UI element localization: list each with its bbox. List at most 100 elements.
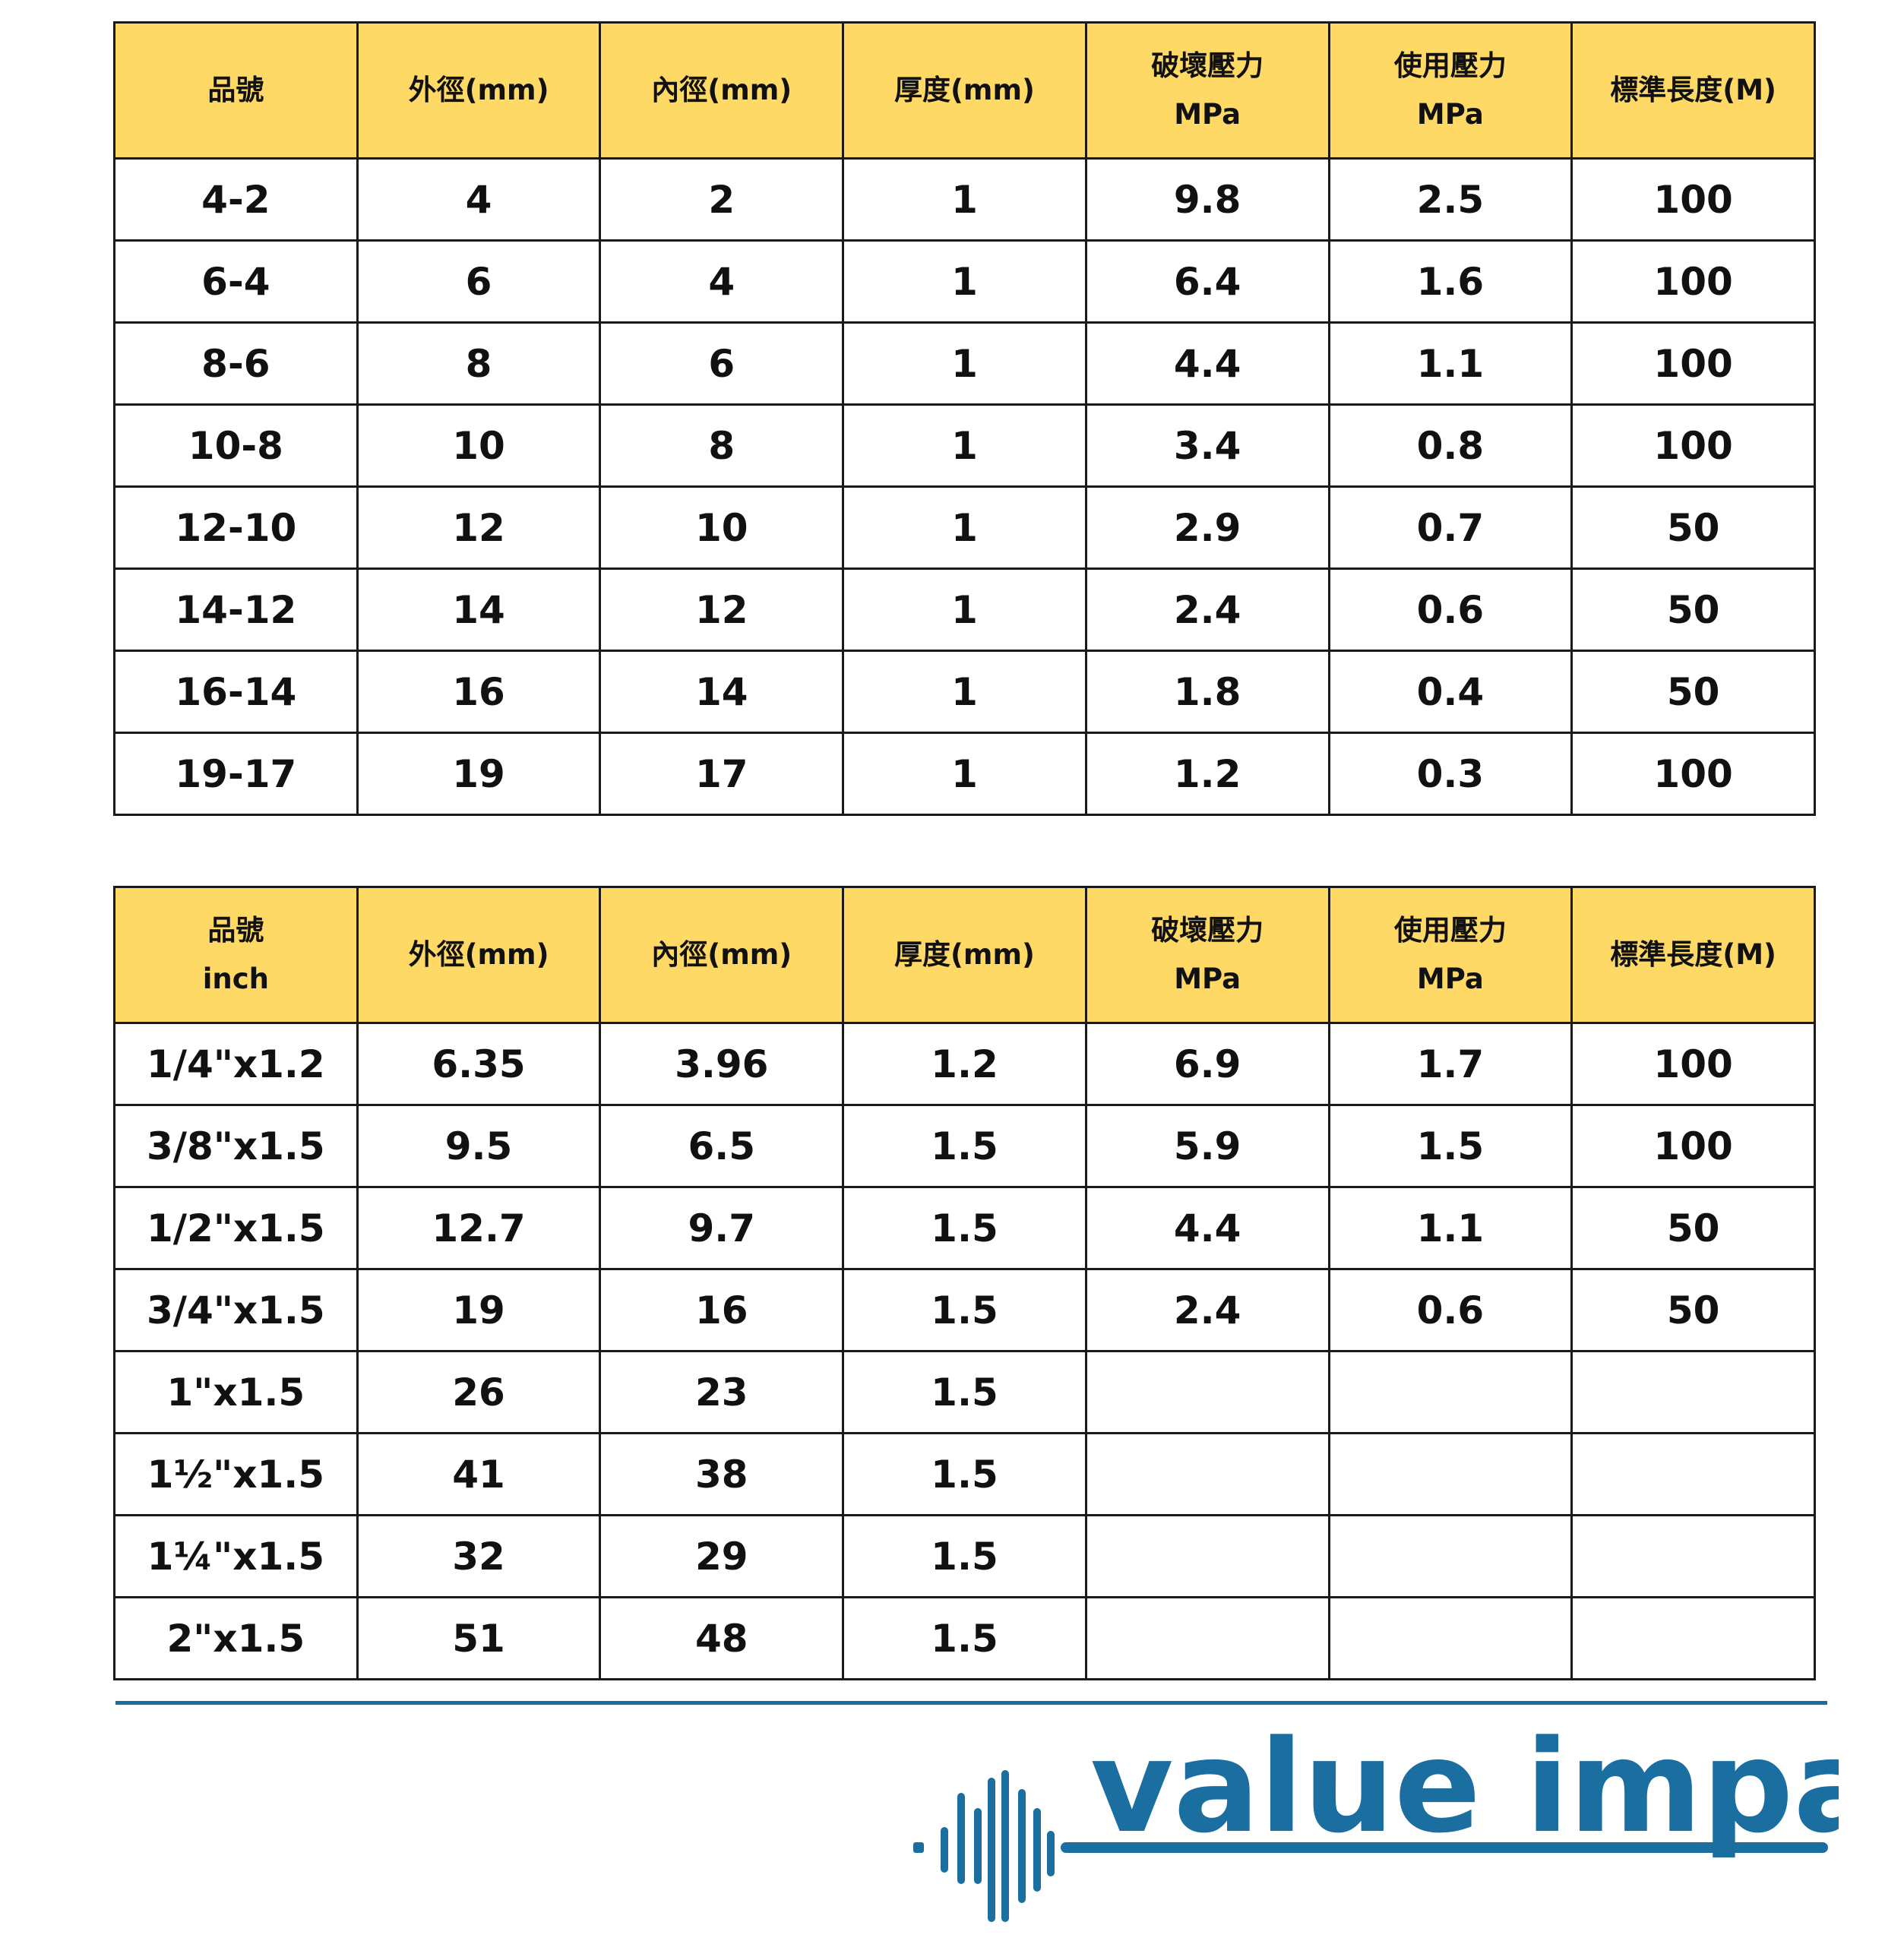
- spec-table-mm: 品號 外徑(mm) 內徑(mm) 厚度(mm) 破壞壓力 MPa 使用壓力 MPa 標準長度(M…: [113, 21, 1816, 816]
- table-cell: 16: [599, 1268, 845, 1352]
- table-cell: 1.5: [842, 1268, 1087, 1352]
- column-header: 內徑(mm): [599, 21, 845, 160]
- header-label: 品號: [207, 914, 264, 947]
- table-row: 10-8 10 8 1 3.4 0.8 100: [113, 403, 1816, 488]
- spec-table-inch: 品號 inch 外徑(mm) 內徑(mm) 厚度(mm) 破壞壓力 MPa 使用壓力 MPa 標準…: [113, 886, 1816, 1680]
- column-header: 品號 inch: [113, 886, 359, 1024]
- table-row: 3/4"x1.5 19 16 1.5 2.4 0.6 50: [113, 1268, 1816, 1352]
- table-cell: 1.6: [1327, 239, 1573, 324]
- table-cell: 1/2"x1.5: [113, 1186, 359, 1270]
- column-header: 厚度(mm): [842, 21, 1087, 160]
- header-label: 破壞壓力: [1151, 49, 1264, 82]
- table-cell: 1.5: [842, 1432, 1087, 1516]
- table-cell: 1.5: [842, 1350, 1087, 1434]
- table-cell: 100: [1570, 321, 1816, 406]
- table-cell: 50: [1570, 650, 1816, 734]
- table-cell: 6.35: [356, 1022, 602, 1106]
- table-cell: 1: [842, 567, 1087, 652]
- divider-line: [115, 1701, 1827, 1705]
- brand-name: value impact: [1090, 1724, 1839, 1861]
- soundwave-icon: [913, 1770, 1828, 1922]
- table-cell: 0.7: [1327, 485, 1573, 570]
- table-cell: 10: [356, 403, 602, 488]
- table-cell: 4.4: [1084, 321, 1330, 406]
- table-cell: 1.7: [1327, 1022, 1573, 1106]
- table-cell: 4-2: [113, 157, 359, 242]
- header-label: 破壞壓力: [1151, 914, 1264, 947]
- table-cell: 6.5: [599, 1104, 845, 1188]
- column-header: 標準長度(M): [1570, 21, 1816, 160]
- table-cell: [1327, 1596, 1573, 1680]
- table-cell: [1084, 1432, 1330, 1516]
- table-cell: 4: [599, 239, 845, 324]
- logo-graphic: value impact: [913, 1712, 1885, 1922]
- table-cell: 12-10: [113, 485, 359, 570]
- table-row: 3/8"x1.5 9.5 6.5 1.5 5.9 1.5 100: [113, 1104, 1816, 1188]
- table-cell: 2.4: [1084, 567, 1330, 652]
- column-header: 破壞壓力 MPa: [1084, 21, 1330, 160]
- table-cell: 12.7: [356, 1186, 602, 1270]
- table-cell: 1: [842, 650, 1087, 734]
- table-cell: 1.5: [842, 1104, 1087, 1188]
- header-label: 標準長度(M): [1610, 938, 1776, 971]
- table-cell: 0.6: [1327, 567, 1573, 652]
- table-cell: 3/4"x1.5: [113, 1268, 359, 1352]
- table-cell: 1: [842, 157, 1087, 242]
- table-row: 1/2"x1.5 12.7 9.7 1.5 4.4 1.1 50: [113, 1186, 1816, 1270]
- table-cell: 100: [1570, 239, 1816, 324]
- table-cell: 1.1: [1327, 321, 1573, 406]
- table-cell: [1327, 1432, 1573, 1516]
- table-cell: 1: [842, 403, 1087, 488]
- table-cell: 51: [356, 1596, 602, 1680]
- header-label: 使用壓力: [1393, 914, 1507, 947]
- column-header: 使用壓力 MPa: [1327, 21, 1573, 160]
- table-cell: 16: [356, 650, 602, 734]
- table-row: 12-10 12 10 1 2.9 0.7 50: [113, 485, 1816, 570]
- table-cell: 19-17: [113, 732, 359, 816]
- header-label: 品號: [207, 74, 264, 106]
- table-cell: 1.2: [842, 1022, 1087, 1106]
- table-cell: 6: [356, 239, 602, 324]
- header-label: 內徑(mm): [651, 938, 792, 971]
- table-cell: 10: [599, 485, 845, 570]
- table-cell: 3.4: [1084, 403, 1330, 488]
- column-header: 破壞壓力 MPa: [1084, 886, 1330, 1024]
- table-cell: 4.4: [1084, 1186, 1330, 1270]
- header-label: 外徑(mm): [408, 74, 549, 106]
- table-row: 4-2 4 2 1 9.8 2.5 100: [113, 157, 1816, 242]
- table-cell: 2: [599, 157, 845, 242]
- table-cell: 100: [1570, 403, 1816, 488]
- table-cell: 14-12: [113, 567, 359, 652]
- table-cell: 1: [842, 732, 1087, 816]
- table-row: 14-12 14 12 1 2.4 0.6 50: [113, 567, 1816, 652]
- table-row: 6-4 6 4 1 6.4 1.6 100: [113, 239, 1816, 324]
- table-header-row: 品號 inch 外徑(mm) 內徑(mm) 厚度(mm) 破壞壓力 MPa 使用壓力 MPa 標準…: [113, 886, 1816, 1024]
- table-cell: 0.4: [1327, 650, 1573, 734]
- table-cell: [1570, 1350, 1816, 1434]
- brand-logo: value impact: [912, 1712, 1885, 1948]
- table-cell: 12: [356, 485, 602, 570]
- table-header-row: 品號 外徑(mm) 內徑(mm) 厚度(mm) 破壞壓力 MPa 使用壓力 MPa 標準長度(M…: [113, 21, 1816, 160]
- table-cell: 3.96: [599, 1022, 845, 1106]
- table-cell: 100: [1570, 1022, 1816, 1106]
- table-row: 16-14 16 14 1 1.8 0.4 50: [113, 650, 1816, 734]
- table-cell: 50: [1570, 1268, 1816, 1352]
- table-cell: 2.9: [1084, 485, 1330, 570]
- header-unit: MPa: [1174, 98, 1241, 131]
- table-cell: 1: [842, 321, 1087, 406]
- header-unit: inch: [202, 963, 269, 995]
- column-header: 外徑(mm): [356, 21, 602, 160]
- table-cell: 0.6: [1327, 1268, 1573, 1352]
- table-cell: 4: [356, 157, 602, 242]
- table-cell: [1084, 1596, 1330, 1680]
- table-cell: 100: [1570, 157, 1816, 242]
- table-cell: 5.9: [1084, 1104, 1330, 1188]
- header-label: 標準長度(M): [1610, 74, 1776, 106]
- table-cell: 19: [356, 1268, 602, 1352]
- header-unit: MPa: [1416, 963, 1484, 995]
- table-cell: 10-8: [113, 403, 359, 488]
- table-cell: 1: [842, 239, 1087, 324]
- header-label: 厚度(mm): [893, 74, 1035, 106]
- table-cell: 100: [1570, 732, 1816, 816]
- column-header: 厚度(mm): [842, 886, 1087, 1024]
